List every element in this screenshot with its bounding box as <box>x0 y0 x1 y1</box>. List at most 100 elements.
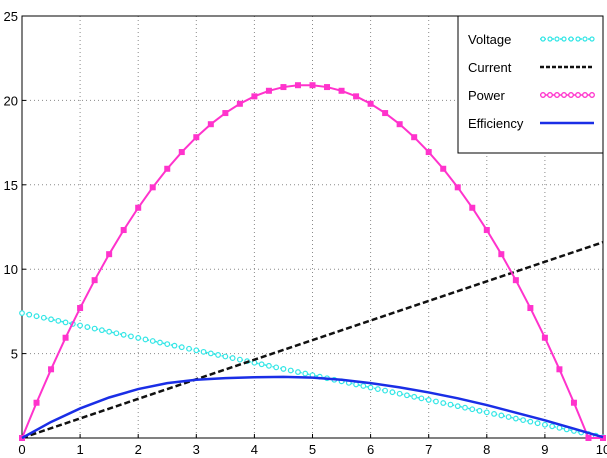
voltage-series <box>19 310 606 441</box>
y-tick-label: 10 <box>4 262 18 277</box>
power-series <box>19 82 606 441</box>
legend-marker-power <box>589 92 595 98</box>
power-marker <box>440 165 447 172</box>
x-tick-label: 8 <box>483 442 490 457</box>
power-marker <box>149 184 156 191</box>
voltage-marker <box>84 324 91 330</box>
voltage-marker <box>542 421 548 428</box>
voltage-marker <box>215 352 221 358</box>
voltage-marker <box>404 392 410 399</box>
voltage-marker <box>287 367 294 374</box>
power-marker <box>367 100 374 107</box>
power-marker <box>48 366 55 373</box>
series-layer <box>19 82 606 441</box>
legend-label-efficiency: Efficiency <box>468 116 524 131</box>
legend-marker-power <box>568 92 574 98</box>
power-marker <box>178 149 185 156</box>
legend-marker-power <box>575 92 581 98</box>
voltage-marker <box>483 409 490 416</box>
x-tick-label: 4 <box>251 442 258 457</box>
voltage-marker <box>266 362 272 369</box>
efficiency-series <box>21 375 604 440</box>
legend-marker-power <box>540 92 546 98</box>
voltage-marker <box>19 310 25 316</box>
power-marker <box>236 100 243 107</box>
voltage-marker <box>302 370 309 377</box>
y-tick-label: 15 <box>4 178 18 193</box>
power-marker <box>120 227 127 234</box>
legend-marker-voltage <box>547 36 553 42</box>
voltage-marker <box>171 342 178 349</box>
voltage-marker <box>374 386 381 392</box>
voltage-marker <box>33 313 40 320</box>
power-marker <box>106 251 113 258</box>
power-marker <box>570 399 577 406</box>
legend-marker-power <box>547 92 553 98</box>
voltage-marker <box>106 328 113 335</box>
legend-marker-voltage <box>575 36 581 42</box>
x-tick-label: 6 <box>367 442 374 457</box>
voltage-marker <box>534 420 541 427</box>
voltage-marker <box>26 311 33 318</box>
y-tick-label: 5 <box>11 347 18 362</box>
legend-marker-voltage <box>568 36 574 42</box>
x-tick-label: 7 <box>425 442 432 457</box>
voltage-marker <box>440 400 447 406</box>
voltage-marker <box>512 415 519 422</box>
voltage-marker <box>396 390 403 397</box>
voltage-marker <box>207 350 214 357</box>
current-series <box>21 241 604 440</box>
power-marker <box>454 184 461 191</box>
legend-label-power: Power <box>468 88 506 103</box>
x-tick-label: 1 <box>76 442 83 457</box>
voltage-marker <box>178 344 185 351</box>
x-tick-label: 2 <box>135 442 142 457</box>
voltage-marker <box>222 353 229 360</box>
power-marker <box>396 121 403 128</box>
power-marker <box>382 110 389 117</box>
voltage-marker <box>193 347 200 354</box>
voltage-marker <box>367 384 374 391</box>
power-marker <box>193 134 200 141</box>
power-marker <box>425 149 432 156</box>
axis-ticks: 0 1 2 3 4 5 6 7 8 9 10 5 10 15 20 25 <box>4 9 607 457</box>
power-marker <box>541 334 548 341</box>
voltage-marker <box>273 364 280 371</box>
power-marker <box>294 82 301 89</box>
voltage-marker <box>462 404 468 411</box>
power-marker <box>164 165 171 172</box>
voltage-marker <box>433 398 439 405</box>
power-marker <box>135 204 142 211</box>
power-marker <box>62 334 69 341</box>
legend-marker-voltage <box>554 36 560 42</box>
voltage-marker <box>142 336 149 343</box>
legend-label-current: Current <box>468 60 512 75</box>
voltage-marker <box>498 412 505 419</box>
legend-marker-voltage <box>589 36 595 42</box>
voltage-marker <box>280 366 287 372</box>
voltage-marker <box>505 414 512 420</box>
voltage-marker <box>229 355 236 361</box>
power-marker <box>77 305 84 312</box>
power-marker <box>280 84 287 91</box>
voltage-marker <box>411 393 418 400</box>
voltage-marker <box>164 341 171 348</box>
voltage-marker <box>98 327 105 334</box>
y-tick-label: 20 <box>4 93 18 108</box>
x-tick-label: 5 <box>309 442 316 457</box>
voltage-marker <box>135 335 142 341</box>
voltage-marker <box>418 395 425 402</box>
power-marker <box>309 82 316 89</box>
voltage-marker <box>186 345 192 352</box>
efficiency-line <box>21 375 604 440</box>
voltage-marker <box>258 361 265 368</box>
power-marker <box>338 87 345 94</box>
voltage-marker <box>120 331 127 338</box>
power-marker <box>91 277 98 284</box>
legend-label-voltage: Voltage <box>468 32 511 47</box>
voltage-marker <box>55 317 62 324</box>
legend-marker-voltage <box>561 36 567 42</box>
voltage-marker <box>149 338 156 344</box>
voltage-marker <box>476 407 483 414</box>
